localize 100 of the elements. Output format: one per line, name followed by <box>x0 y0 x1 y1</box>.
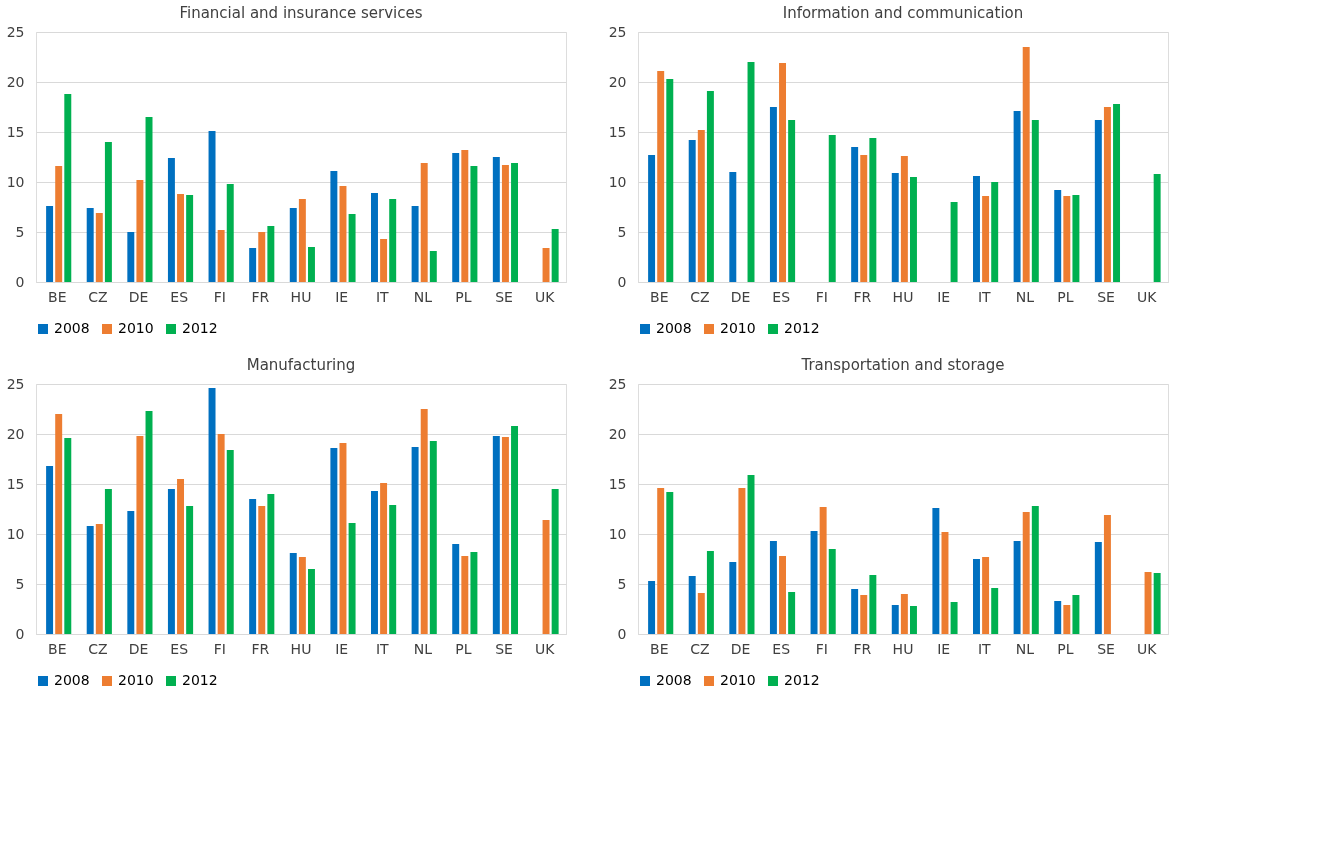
bar <box>891 605 899 634</box>
bar <box>511 163 519 282</box>
bar <box>46 206 54 282</box>
bar <box>330 171 338 282</box>
x-tick-label: PL <box>455 640 472 657</box>
x-tick-label: SE <box>495 640 513 657</box>
bar <box>55 166 63 282</box>
bar <box>371 491 378 634</box>
bar <box>769 107 777 282</box>
bar <box>389 199 397 282</box>
y-tick-label: 10 <box>6 525 25 542</box>
bar <box>64 438 72 634</box>
bar <box>267 494 275 634</box>
bar <box>941 532 949 634</box>
bar <box>1013 111 1021 282</box>
bar <box>869 575 877 634</box>
bar <box>1153 573 1161 634</box>
y-tick-label: 0 <box>15 273 25 290</box>
x-tick-label: IE <box>335 640 349 657</box>
x-tick-label: NL <box>1015 288 1035 305</box>
bar <box>991 182 999 282</box>
x-tick-label: FR <box>853 288 872 305</box>
y-tick-label: 15 <box>608 123 627 140</box>
bar <box>127 511 135 634</box>
bar <box>470 552 478 634</box>
bar <box>851 147 859 282</box>
bar <box>666 79 674 282</box>
bar <box>339 186 347 282</box>
bar <box>706 91 714 282</box>
bar <box>167 158 175 282</box>
bar <box>492 436 500 634</box>
legend-label: 2012 <box>182 672 218 688</box>
legend-label: 2008 <box>54 672 90 688</box>
bar <box>729 562 737 634</box>
bar <box>900 594 908 634</box>
y-tick-label: 25 <box>6 375 25 392</box>
x-tick-label: DE <box>128 640 149 657</box>
bar <box>950 202 958 282</box>
bar <box>1031 506 1039 634</box>
y-tick-label: 10 <box>608 173 627 190</box>
y-tick-label: 25 <box>6 23 25 40</box>
bar <box>738 488 746 634</box>
x-tick-label: FR <box>251 288 270 305</box>
bar <box>697 130 705 282</box>
x-tick-label: FR <box>251 640 270 657</box>
bar <box>1013 541 1021 634</box>
bar <box>208 131 216 282</box>
bar <box>104 142 112 282</box>
bar <box>452 153 460 282</box>
bar <box>249 248 257 282</box>
bar <box>492 157 500 282</box>
x-tick-label: CZ <box>690 640 710 657</box>
x-tick-label: UK <box>1136 640 1158 657</box>
bar <box>348 523 356 634</box>
bar <box>1144 572 1152 634</box>
bar <box>258 232 266 282</box>
bar <box>55 414 63 634</box>
x-tick-label: ES <box>772 640 791 657</box>
bar <box>380 239 388 282</box>
bar <box>982 557 990 634</box>
bar <box>371 193 378 282</box>
bar <box>411 447 419 634</box>
legend-label: 2008 <box>656 672 692 688</box>
x-tick-label: DE <box>730 640 751 657</box>
chart-title: Manufacturing <box>246 356 356 374</box>
y-tick-label: 0 <box>617 625 627 642</box>
bar <box>1022 47 1030 282</box>
bar <box>729 172 737 282</box>
bar <box>289 208 297 282</box>
bar <box>389 505 397 634</box>
x-tick-label: SE <box>1097 640 1115 657</box>
y-tick-label: 20 <box>6 425 25 442</box>
bar <box>501 437 509 634</box>
legend-label: 2010 <box>118 320 154 336</box>
bar <box>186 506 194 634</box>
bar <box>1063 196 1071 282</box>
bar <box>1103 107 1111 282</box>
bar <box>688 140 696 282</box>
bar <box>380 483 388 634</box>
bar <box>542 520 550 634</box>
bar <box>860 155 868 282</box>
bar <box>860 595 868 634</box>
bar <box>64 94 72 282</box>
bar <box>104 489 112 634</box>
bar <box>788 120 796 282</box>
x-tick-label: PL <box>1057 640 1074 657</box>
bar <box>429 251 437 282</box>
bar <box>461 150 469 282</box>
bar <box>461 556 469 634</box>
bar <box>788 592 796 634</box>
bar <box>851 589 859 634</box>
bar <box>1072 195 1080 282</box>
x-tick-label: UK <box>534 640 556 657</box>
y-tick-label: 5 <box>15 575 25 592</box>
x-tick-label: FI <box>815 640 828 657</box>
x-tick-label: HU <box>290 640 312 657</box>
bar <box>1113 104 1121 282</box>
x-tick-label: BE <box>48 288 67 305</box>
bar <box>136 180 144 282</box>
x-tick-label: CZ <box>88 640 108 657</box>
